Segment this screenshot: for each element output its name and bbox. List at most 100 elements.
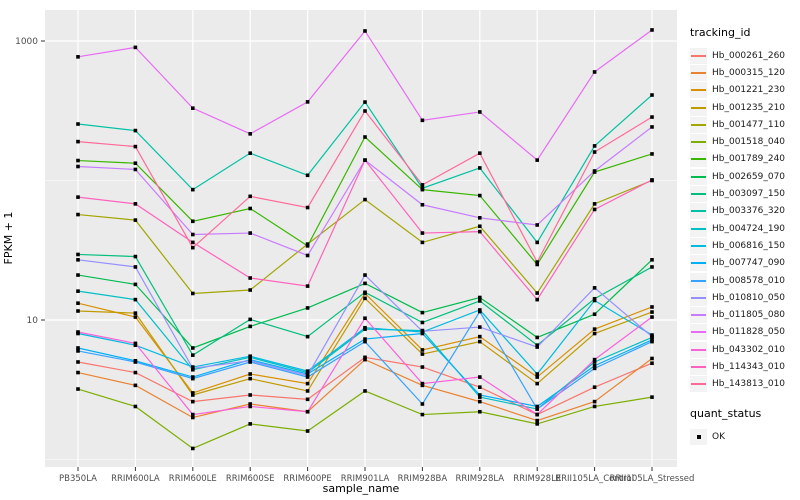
legend-color-line xyxy=(691,106,706,109)
legend-entry-Hb_002659_070: Hb_002659_070 xyxy=(690,168,800,185)
legend-color-line xyxy=(691,158,706,161)
legend-entry-Hb_003376_320: Hb_003376_320 xyxy=(690,203,800,220)
legend-entry-Hb_007747_090: Hb_007747_090 xyxy=(690,255,800,272)
legend-color-line xyxy=(691,54,706,57)
legend-entry-label: OK xyxy=(712,431,725,442)
legend-key-swatch xyxy=(690,255,707,272)
legend-entry-label: Hb_001518_040 xyxy=(712,137,786,148)
legend-entry-label: Hb_001789_240 xyxy=(712,154,786,165)
legend-color-line xyxy=(691,244,706,247)
legend-entry-Hb_001235_210: Hb_001235_210 xyxy=(690,99,800,116)
legend-entry-Hb_011805_080: Hb_011805_080 xyxy=(690,306,800,324)
legend-key-swatch xyxy=(690,186,707,203)
legend-color-line xyxy=(691,314,706,317)
legend-key-swatch xyxy=(690,376,707,393)
x-tick-label-RRIM600LA: RRIM600LA xyxy=(111,474,160,484)
legend-entry-label: Hb_010810_050 xyxy=(712,292,786,303)
legend-color-line xyxy=(691,71,706,74)
legend-color-line xyxy=(691,175,706,178)
x-tick-label-RRIM600PE: RRIM600PE xyxy=(283,474,331,484)
legend-entry-label: Hb_001235_210 xyxy=(712,102,786,113)
legend-entry-label: Hb_002659_070 xyxy=(712,171,786,182)
legend-entry-Hb_001221_230: Hb_001221_230 xyxy=(690,82,800,99)
x-tick-label-RRII105LA_Stressed: RRII105LA_Stressed xyxy=(610,474,695,484)
legend-entry-Hb_000315_120: Hb_000315_120 xyxy=(690,64,800,81)
legend-entry-label: Hb_004724_190 xyxy=(712,223,786,234)
legend-entry-Hb_006816_150: Hb_006816_150 xyxy=(690,237,800,254)
x-tick-label-RRIM600LE: RRIM600LE xyxy=(169,474,217,484)
legend-key-swatch xyxy=(690,151,707,168)
x-tick-label-RRIM901LA: RRIM901LA xyxy=(341,474,390,484)
legend-color-line xyxy=(691,193,706,196)
legend-entry-Hb_010810_050: Hb_010810_050 xyxy=(690,289,800,306)
legend-entry-Hb_004724_190: Hb_004724_190 xyxy=(690,220,800,237)
x-tick-label-RRIM928LE: RRIM928LE xyxy=(513,474,561,484)
legend-entry-label: Hb_000261_260 xyxy=(712,50,786,61)
legend-entry-label: Hb_043302_010 xyxy=(712,344,786,355)
legend-key-swatch xyxy=(690,64,707,81)
legend-entry-label: Hb_011828_050 xyxy=(712,327,786,338)
legend-color-line xyxy=(691,262,706,265)
legend2-entries: OK xyxy=(690,428,800,445)
legend-entry-label: Hb_114343_010 xyxy=(712,361,786,372)
legend-entry-label: Hb_003097_150 xyxy=(712,189,786,200)
y-tick-label: 10 xyxy=(27,316,39,326)
legend-entry-label: Hb_008578_010 xyxy=(712,275,786,286)
legend-color-line xyxy=(691,123,706,126)
x-tick-label-RRIM600SE: RRIM600SE xyxy=(226,474,275,484)
legend-entry-Hb_001518_040: Hb_001518_040 xyxy=(690,133,800,151)
legend-key-swatch xyxy=(690,289,707,306)
legend-entry-Hb_043302_010: Hb_043302_010 xyxy=(690,341,800,358)
legend-key-swatch xyxy=(690,220,707,237)
legend-entry-Hb_003097_150: Hb_003097_150 xyxy=(690,185,800,203)
legend-key-swatch xyxy=(690,237,707,254)
legend-entry-Hb_008578_010: Hb_008578_010 xyxy=(690,272,800,289)
x-axis-title: sample_name xyxy=(323,482,400,495)
legend-key-swatch xyxy=(690,307,707,324)
y-axis-title: FPKM + 1 xyxy=(2,212,15,265)
legend-color-line xyxy=(691,141,706,144)
legend-entry-label: Hb_006816_150 xyxy=(712,240,786,251)
legend-key-swatch xyxy=(690,272,707,289)
legend-key-swatch xyxy=(690,203,707,220)
legend-color-line xyxy=(691,383,706,386)
legend-key-swatch xyxy=(690,134,707,151)
black-point-icon xyxy=(696,434,701,439)
legend-color-line xyxy=(691,331,706,334)
legend-key-swatch xyxy=(690,99,707,116)
legend-entry-Hb_000261_260: Hb_000261_260 xyxy=(690,47,800,64)
legend-quant-status: quant_status OK xyxy=(690,407,800,445)
legend-panel: tracking_id Hb_000261_260 Hb_000315_120 Hb… xyxy=(690,26,800,445)
legend-key-swatch xyxy=(690,82,707,99)
x-tick-label-RRIM928BA: RRIM928BA xyxy=(398,474,448,484)
legend-entry-quant-OK: OK xyxy=(690,428,800,445)
legend-entry-label: Hb_007747_090 xyxy=(712,258,786,269)
legend-key-swatch xyxy=(690,428,707,445)
legend-key-swatch xyxy=(690,47,707,64)
legend-key-swatch xyxy=(690,341,707,358)
legend-color-line xyxy=(691,89,706,92)
legend-entry-label: Hb_001221_230 xyxy=(712,85,786,96)
legend-entry-label: Hb_000315_120 xyxy=(712,67,786,78)
legend-entry-Hb_011828_050: Hb_011828_050 xyxy=(690,324,800,341)
legend-entry-label: Hb_143813_010 xyxy=(712,379,786,390)
legend-color-line xyxy=(691,210,706,213)
legend-entry-Hb_143813_010: Hb_143813_010 xyxy=(690,376,800,393)
legend-title-quant-status: quant_status xyxy=(690,406,762,420)
legend-key-swatch xyxy=(690,358,707,375)
legend-entry-Hb_114343_010: Hb_114343_010 xyxy=(690,358,800,375)
legend-entry-Hb_001477_110: Hb_001477_110 xyxy=(690,116,800,133)
legend-key-swatch xyxy=(690,168,707,185)
x-tick-label-RRII105LA_Control: RRII105LA_Control xyxy=(555,474,634,484)
legend-color-line xyxy=(691,296,706,299)
legend-key-swatch xyxy=(690,324,707,341)
legend-color-line xyxy=(691,365,706,368)
x-tick-label-PB350LA: PB350LA xyxy=(59,474,97,484)
legend-entry-label: Hb_011805_080 xyxy=(712,310,786,321)
legend-entry-label: Hb_003376_320 xyxy=(712,206,786,217)
legend-key-swatch xyxy=(690,116,707,133)
legend-color-line xyxy=(691,227,706,230)
x-tick-label-RRIM928LA: RRIM928LA xyxy=(455,474,504,484)
